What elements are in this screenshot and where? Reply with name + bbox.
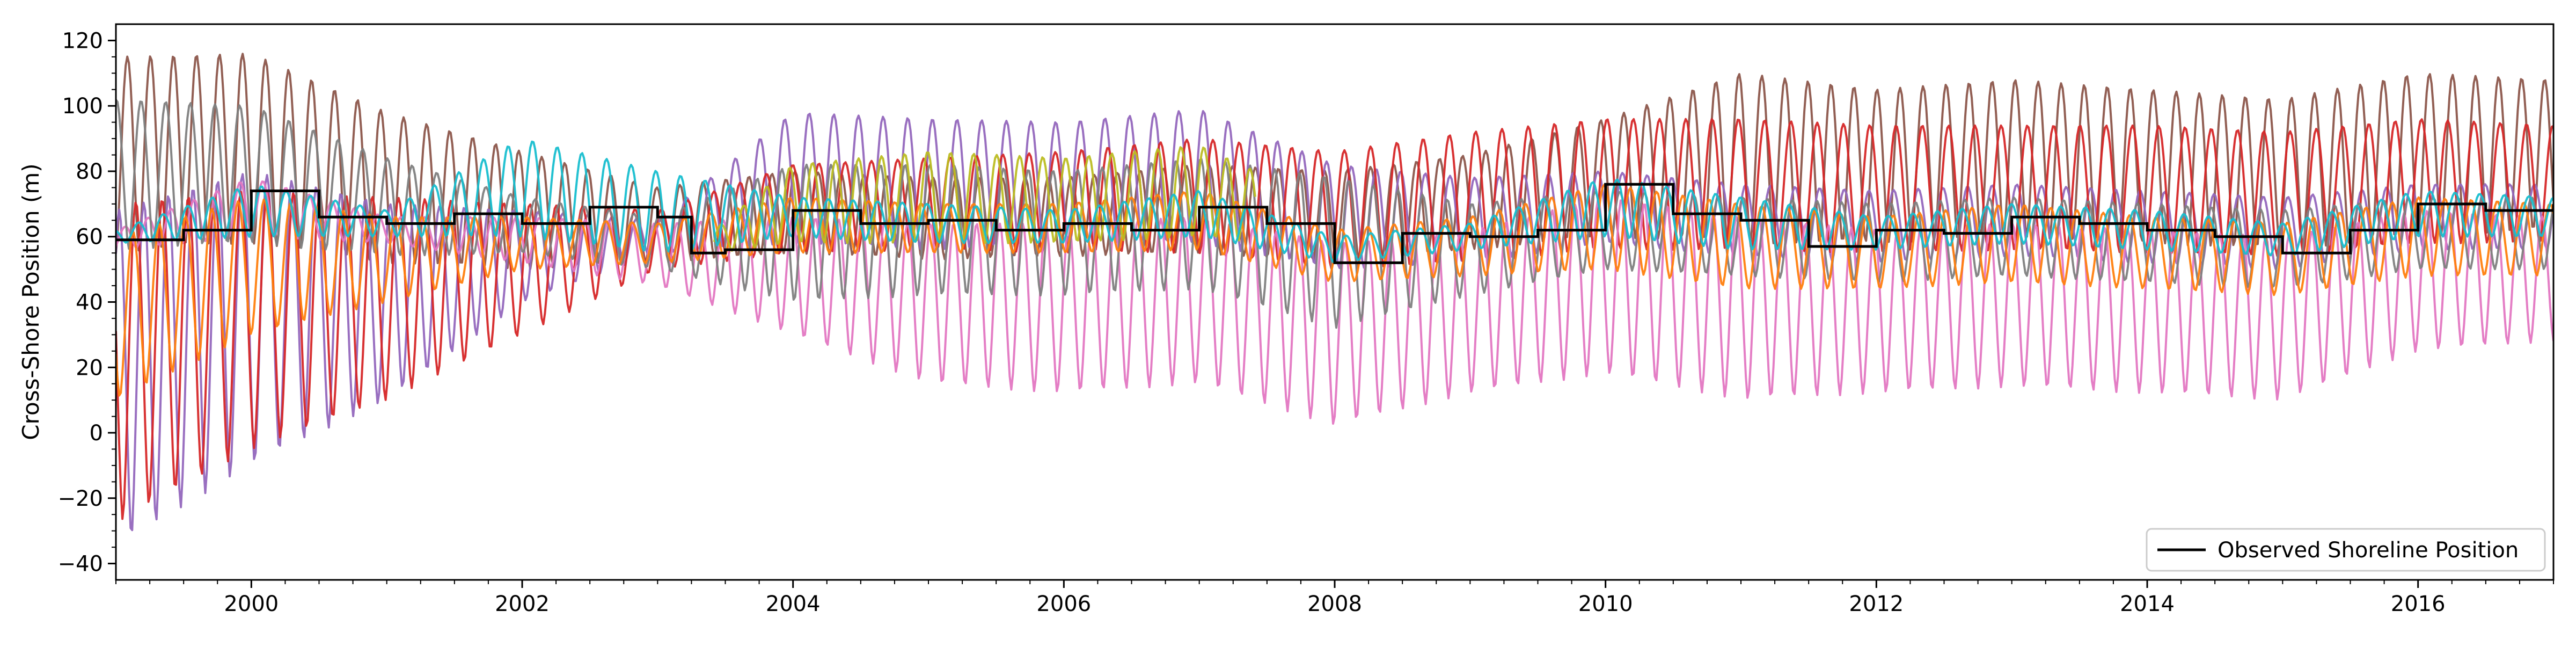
series-layer xyxy=(116,53,2553,532)
x-tick-label: 2004 xyxy=(766,592,821,616)
y-tick-label: 80 xyxy=(76,159,103,184)
observed-series-line xyxy=(116,183,2553,264)
x-tick-label: 2010 xyxy=(1578,592,1633,616)
y-tick-label: 40 xyxy=(76,290,103,315)
legend: Observed Shoreline Position xyxy=(2146,528,2546,572)
y-tick-label: 120 xyxy=(62,28,103,53)
x-tick-label: 2008 xyxy=(1307,592,1362,616)
x-tick-label: 2014 xyxy=(2120,592,2175,616)
x-tick-label: 2012 xyxy=(1849,592,1904,616)
x-tick-label: 2000 xyxy=(224,592,279,616)
y-axis-label: Cross-Shore Position (m) xyxy=(18,163,44,440)
y-tick-label: −40 xyxy=(58,552,103,577)
y-tick-label: 100 xyxy=(62,94,103,119)
y-tick-label: −20 xyxy=(58,486,103,511)
x-axis: 2000 2002 2004 2006 2008 2010 2012 2014 2016 xyxy=(115,580,2554,616)
ensemble-series-line xyxy=(713,146,1256,252)
y-tick-label: 20 xyxy=(76,355,103,380)
y-axis: −40 −20 0 20 40 60 80 100 120 xyxy=(58,28,116,577)
y-tick-label: 60 xyxy=(76,225,103,250)
legend-box xyxy=(2146,528,2546,572)
x-tick-label: 2002 xyxy=(495,592,550,616)
x-tick-label: 2006 xyxy=(1036,592,1091,616)
y-tick-label: 0 xyxy=(90,421,103,446)
legend-label-observed: Observed Shoreline Position xyxy=(2218,538,2519,563)
x-tick-label: 2016 xyxy=(2391,592,2446,616)
